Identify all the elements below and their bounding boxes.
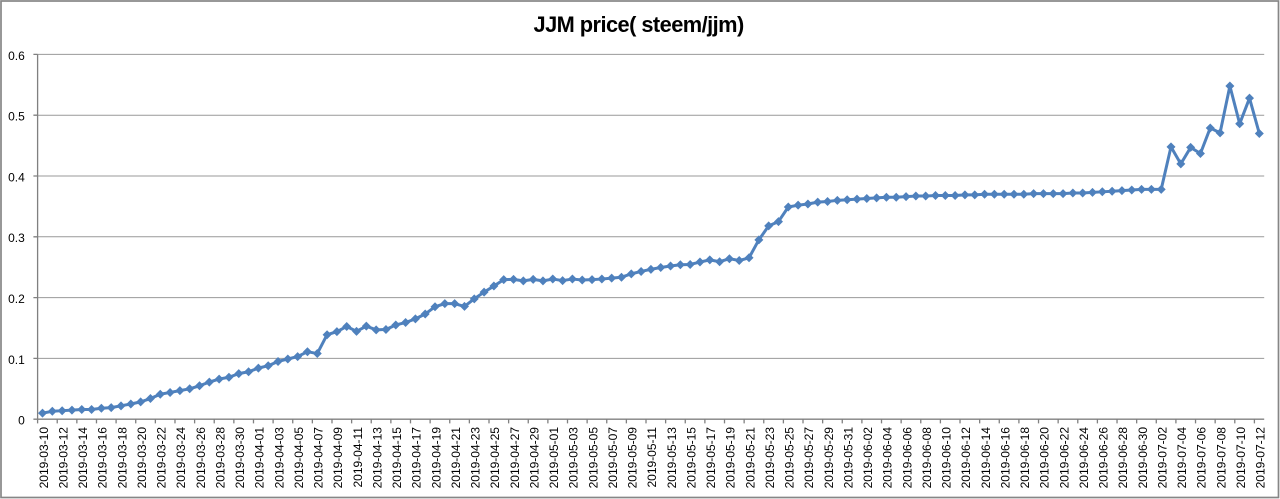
- svg-text:2019-05-27: 2019-05-27: [802, 427, 816, 489]
- svg-text:2019-03-18: 2019-03-18: [115, 427, 129, 489]
- svg-text:0.4: 0.4: [8, 170, 25, 184]
- svg-text:2019-06-30: 2019-06-30: [1136, 427, 1150, 489]
- svg-text:2019-05-17: 2019-05-17: [704, 427, 718, 489]
- svg-text:2019-04-05: 2019-04-05: [292, 427, 306, 489]
- svg-text:2019-06-28: 2019-06-28: [1116, 427, 1130, 489]
- svg-text:2019-04-17: 2019-04-17: [410, 427, 424, 489]
- svg-text:2019-06-22: 2019-06-22: [1057, 427, 1071, 489]
- svg-text:2019-06-04: 2019-06-04: [881, 427, 895, 489]
- svg-text:2019-04-21: 2019-04-21: [449, 427, 463, 489]
- svg-text:2019-06-02: 2019-06-02: [861, 427, 875, 489]
- svg-text:2019-03-28: 2019-03-28: [213, 427, 227, 489]
- svg-text:2019-07-06: 2019-07-06: [1195, 427, 1209, 489]
- svg-text:2019-03-16: 2019-03-16: [96, 427, 110, 489]
- svg-text:2019-04-19: 2019-04-19: [429, 427, 443, 489]
- svg-text:2019-06-12: 2019-06-12: [959, 427, 973, 489]
- svg-text:2019-05-15: 2019-05-15: [684, 427, 698, 489]
- svg-text:2019-07-04: 2019-07-04: [1175, 427, 1189, 489]
- svg-text:0.1: 0.1: [8, 353, 25, 367]
- svg-text:2019-05-29: 2019-05-29: [822, 427, 836, 489]
- svg-text:2019-05-07: 2019-05-07: [606, 427, 620, 489]
- svg-text:2019-04-07: 2019-04-07: [312, 427, 326, 489]
- svg-text:2019-06-10: 2019-06-10: [940, 427, 954, 489]
- svg-text:2019-04-13: 2019-04-13: [370, 427, 384, 489]
- svg-text:2019-04-11: 2019-04-11: [351, 427, 365, 488]
- svg-text:0.2: 0.2: [8, 292, 25, 306]
- svg-text:2019-04-29: 2019-04-29: [527, 427, 541, 489]
- svg-text:2019-07-08: 2019-07-08: [1214, 427, 1228, 489]
- svg-text:2019-03-10: 2019-03-10: [37, 427, 51, 489]
- svg-text:2019-06-24: 2019-06-24: [1077, 427, 1091, 489]
- svg-text:2019-06-26: 2019-06-26: [1097, 427, 1111, 489]
- svg-text:2019-05-21: 2019-05-21: [743, 427, 757, 489]
- svg-text:0.3: 0.3: [8, 231, 25, 245]
- svg-text:2019-06-08: 2019-06-08: [920, 427, 934, 489]
- svg-text:2019-07-12: 2019-07-12: [1254, 427, 1268, 489]
- svg-text:2019-06-20: 2019-06-20: [1038, 427, 1052, 489]
- svg-text:2019-05-03: 2019-05-03: [567, 427, 581, 489]
- svg-text:2019-03-20: 2019-03-20: [135, 427, 149, 489]
- svg-text:2019-06-18: 2019-06-18: [1018, 427, 1032, 489]
- svg-text:2019-03-22: 2019-03-22: [155, 427, 169, 489]
- svg-text:2019-05-23: 2019-05-23: [763, 427, 777, 489]
- svg-text:2019-05-01: 2019-05-01: [547, 427, 561, 489]
- svg-text:2019-06-14: 2019-06-14: [979, 427, 993, 489]
- svg-text:2019-05-25: 2019-05-25: [783, 427, 797, 489]
- svg-text:2019-05-11: 2019-05-11: [645, 427, 659, 488]
- svg-text:2019-06-16: 2019-06-16: [998, 427, 1012, 489]
- svg-text:2019-05-19: 2019-05-19: [724, 427, 738, 489]
- svg-text:2019-04-27: 2019-04-27: [508, 427, 522, 489]
- svg-text:2019-03-14: 2019-03-14: [76, 427, 90, 489]
- svg-text:2019-03-12: 2019-03-12: [56, 427, 70, 489]
- svg-text:JJM price( steem/jjm): JJM price( steem/jjm): [534, 12, 744, 37]
- svg-text:0: 0: [18, 414, 25, 428]
- svg-text:2019-04-03: 2019-04-03: [272, 427, 286, 489]
- svg-text:2019-03-24: 2019-03-24: [174, 427, 188, 489]
- svg-text:2019-04-09: 2019-04-09: [331, 427, 345, 489]
- svg-text:0.5: 0.5: [8, 110, 25, 124]
- svg-text:2019-05-09: 2019-05-09: [626, 427, 640, 489]
- svg-text:2019-03-26: 2019-03-26: [194, 427, 208, 489]
- svg-text:0.6: 0.6: [8, 49, 25, 63]
- svg-text:2019-04-01: 2019-04-01: [253, 427, 267, 489]
- svg-text:2019-04-15: 2019-04-15: [390, 427, 404, 489]
- svg-text:2019-04-25: 2019-04-25: [488, 427, 502, 489]
- svg-text:2019-04-23: 2019-04-23: [469, 427, 483, 489]
- svg-text:2019-07-02: 2019-07-02: [1155, 427, 1169, 489]
- svg-text:2019-06-06: 2019-06-06: [900, 427, 914, 489]
- svg-text:2019-05-05: 2019-05-05: [586, 427, 600, 489]
- svg-text:2019-03-30: 2019-03-30: [233, 427, 247, 489]
- svg-text:2019-05-13: 2019-05-13: [665, 427, 679, 489]
- svg-text:2019-05-31: 2019-05-31: [841, 427, 855, 489]
- svg-text:2019-07-10: 2019-07-10: [1234, 427, 1248, 489]
